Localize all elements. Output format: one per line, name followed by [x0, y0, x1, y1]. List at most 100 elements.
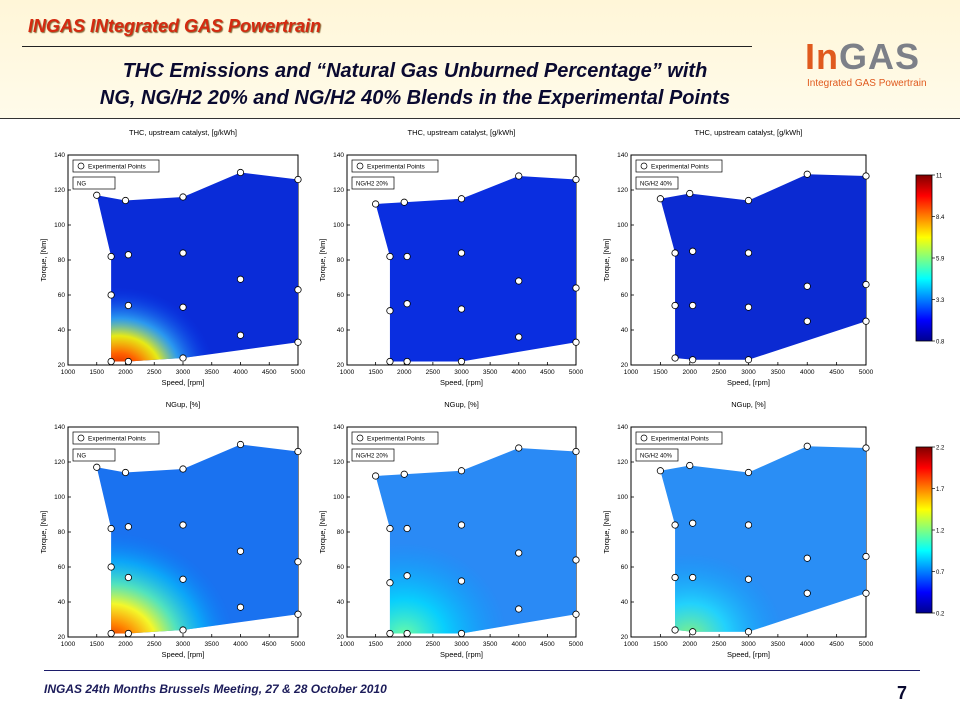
x-tick-label: 1500 — [90, 369, 105, 376]
y-tick-label: 120 — [54, 459, 65, 466]
data-point — [179, 465, 187, 473]
y-tick-label: 40 — [337, 599, 345, 606]
data-point — [515, 549, 523, 557]
data-point — [403, 357, 411, 366]
contour-surface — [660, 174, 866, 360]
x-tick-label: 3000 — [176, 369, 191, 376]
data-point — [862, 317, 870, 325]
data-point — [386, 307, 394, 315]
x-tick-label: 2500 — [147, 641, 162, 648]
y-tick-label: 60 — [621, 292, 629, 299]
data-point — [236, 275, 245, 283]
chart-title: THC, upstream catalyst, [g/kWh] — [408, 128, 516, 137]
chart-grid: THC, upstream catalyst, [g/kWh] 1000 1500 2… — [39, 128, 945, 659]
contour-surface — [96, 444, 298, 634]
y-axis-label: Torque, [Nm] — [318, 511, 327, 554]
data-point — [107, 629, 115, 638]
x-tick-label: 5000 — [569, 641, 584, 648]
data-point — [386, 252, 394, 261]
y-axis-label: Torque, [Nm] — [602, 511, 611, 554]
colorbar-tick-label: 2.2 — [936, 446, 945, 452]
data-point — [689, 356, 697, 364]
y-tick-label: 120 — [333, 187, 344, 194]
data-point — [403, 629, 411, 638]
x-tick-label: 4500 — [262, 369, 277, 376]
x-axis-label: Speed, [rpm] — [162, 650, 205, 659]
x-tick-label: 1500 — [653, 641, 668, 648]
data-point — [294, 610, 302, 618]
colorbar-tick-label: 11 — [936, 174, 943, 180]
y-tick-label: 40 — [337, 327, 345, 334]
data-point — [572, 447, 580, 456]
x-tick-label: 4500 — [829, 369, 844, 376]
legend-box — [72, 159, 160, 173]
y-tick-label: 120 — [333, 459, 344, 466]
y-axis-label: Torque, [Nm] — [602, 239, 611, 282]
data-point — [107, 524, 115, 533]
blend-label-box — [72, 176, 116, 190]
x-tick-label: 2500 — [426, 369, 441, 376]
blend-label-box — [351, 176, 395, 190]
data-point — [515, 444, 523, 452]
y-tick-label: 20 — [58, 362, 66, 369]
data-point — [107, 291, 115, 299]
heatmap-panel: NGup, [%] 1000 1500 2000 2500 3000 3500 4000 450… — [318, 400, 584, 659]
logo-subtitle: Integrated GAS Powertrain — [807, 78, 927, 89]
x-tick-label: 2000 — [118, 641, 133, 648]
y-axis-label: Torque, [Nm] — [39, 239, 48, 282]
y-tick-label: 120 — [54, 187, 65, 194]
surface-hotspot — [96, 444, 298, 634]
data-point — [179, 249, 187, 257]
colorbar-tick-label: 0.8 — [936, 340, 945, 346]
header-title: INGAS INtegrated GAS Powertrain — [28, 16, 322, 36]
x-tick-label: 3500 — [205, 369, 220, 376]
y-tick-label: 20 — [58, 634, 66, 641]
data-point — [689, 301, 697, 310]
x-tick-label: 3000 — [741, 641, 756, 648]
contour-surface — [96, 172, 298, 362]
data-point — [862, 444, 870, 452]
data-point — [386, 524, 394, 533]
contour-surface — [375, 448, 576, 634]
x-tick-label: 2500 — [712, 369, 727, 376]
footer-text: INGAS 24th Months Brussels Meeting, 27 &… — [44, 682, 387, 696]
blend-label: NG/H2 20% — [356, 454, 389, 460]
y-tick-label: 140 — [333, 424, 344, 431]
legend-label: Experimental Points — [88, 164, 147, 171]
data-point — [236, 547, 245, 555]
data-point — [689, 628, 697, 636]
data-point — [656, 467, 664, 475]
x-tick-label: 3500 — [483, 369, 498, 376]
colorbar-tick-label: 0.2 — [936, 612, 945, 618]
surface-hotspot — [96, 172, 298, 362]
data-point — [686, 461, 694, 470]
data-point — [803, 554, 811, 562]
data-point — [386, 357, 394, 366]
colorbar-gradient — [915, 174, 933, 342]
x-tick-label: 1500 — [90, 641, 105, 648]
y-tick-label: 40 — [58, 327, 66, 334]
y-tick-label: 20 — [337, 362, 345, 369]
colorbar: 2.2 1.7 1.2 0.7 0.2 — [915, 446, 945, 618]
chart-title: NGup, [%] — [166, 400, 201, 409]
data-point — [124, 629, 132, 638]
surface-hotspot — [375, 448, 576, 634]
colorbar-gradient — [915, 446, 933, 614]
data-point — [403, 252, 411, 261]
data-point — [93, 463, 101, 471]
surface-base — [375, 176, 576, 362]
data-point — [515, 605, 523, 613]
x-tick-label: 5000 — [859, 641, 874, 648]
y-tick-label: 20 — [621, 362, 629, 369]
x-tick-label: 4000 — [233, 369, 248, 376]
data-point — [124, 301, 132, 310]
y-tick-label: 80 — [58, 529, 66, 536]
data-point — [386, 579, 394, 587]
legend-box — [635, 431, 723, 445]
x-tick-label: 2500 — [426, 641, 441, 648]
data-point — [744, 303, 753, 311]
data-point — [744, 521, 753, 529]
x-tick-label: 1000 — [340, 641, 355, 648]
data-point — [515, 172, 523, 180]
legend-label: Experimental Points — [367, 164, 426, 171]
